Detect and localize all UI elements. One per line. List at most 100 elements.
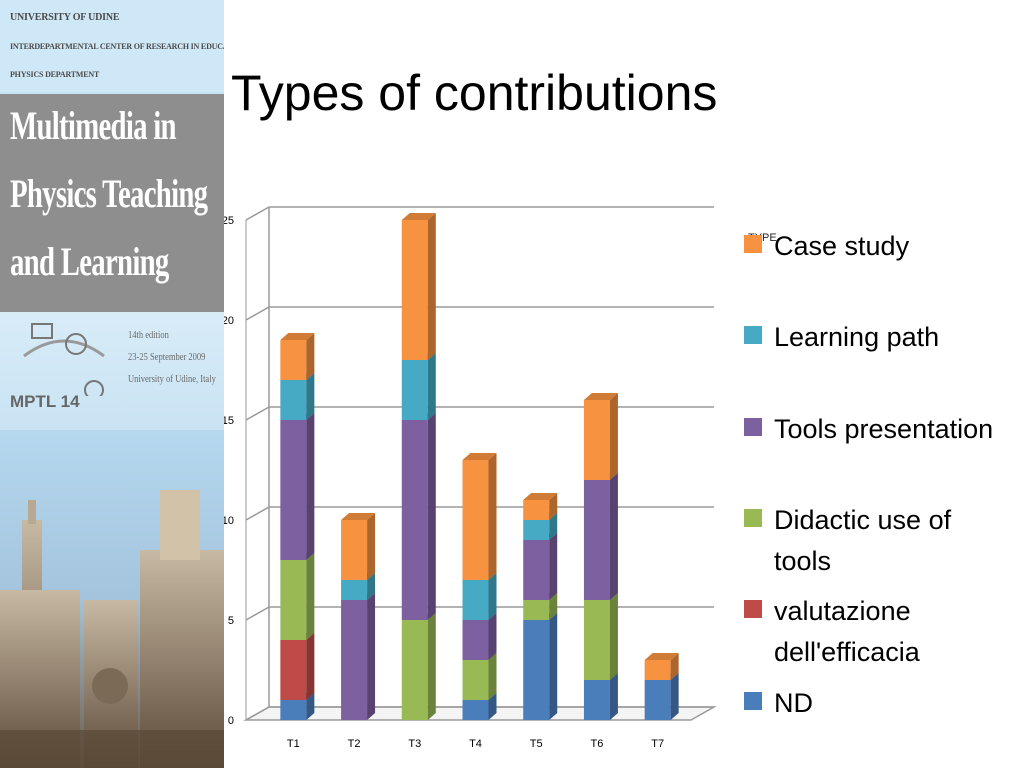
mptl-logo-text: MPTL 14	[10, 392, 80, 411]
chart-bars	[280, 213, 679, 720]
bar-side	[367, 513, 376, 580]
bar-front	[523, 600, 550, 620]
bar-segment	[401, 213, 436, 360]
legend-label-nd: ND	[774, 688, 813, 718]
bar-side	[609, 593, 618, 680]
bar-side	[549, 613, 558, 720]
conference-title-line-2: Physics Teaching	[10, 171, 208, 216]
bar-segment	[583, 593, 618, 680]
gridline-side	[245, 706, 270, 721]
x-tick-label: T2	[348, 738, 361, 750]
bar-side	[427, 213, 436, 360]
legend-swatch-nd	[744, 692, 762, 710]
bar-front	[280, 340, 307, 380]
bar-top	[644, 653, 679, 660]
legend-label-tools-presentation: Tools presentation	[774, 414, 994, 444]
bar-front	[341, 600, 368, 720]
bar-side	[488, 453, 497, 580]
bar-front	[644, 660, 671, 680]
legend-label-didactic-use: Didactic use of tools	[774, 505, 952, 576]
slide-title: Types of contributions	[231, 65, 718, 121]
bar-side	[670, 673, 679, 720]
bar-segment	[280, 333, 315, 380]
bar-front	[523, 620, 550, 720]
bar-side	[488, 613, 497, 660]
bar-front	[280, 380, 307, 420]
legend-swatch-valutazione	[744, 600, 762, 618]
bar-segment	[401, 353, 436, 420]
bar-side	[306, 333, 315, 380]
conference-logo-icon	[23, 323, 105, 396]
bar-side	[427, 413, 436, 620]
bar-segment	[523, 533, 558, 600]
bar-side	[306, 693, 315, 720]
gridline-side	[245, 306, 270, 321]
bar-side	[367, 573, 376, 600]
stacked-column-chart: 0 5 10 15 20 25 T1 T2 T3 T4 T5 T6 T7	[224, 206, 717, 750]
bar-side	[427, 353, 436, 420]
bar-side	[306, 553, 315, 640]
bar-segment	[280, 373, 315, 420]
y-tick-label: 20	[224, 315, 234, 327]
bar-front	[523, 500, 550, 520]
y-tick-label: 5	[228, 615, 234, 627]
bar-front	[462, 460, 489, 580]
bar-front	[280, 640, 307, 700]
bar-front	[401, 620, 428, 720]
bar-front	[583, 400, 610, 480]
bar-segment	[583, 393, 618, 480]
bar-segment	[523, 613, 558, 720]
bar-side	[367, 593, 376, 720]
legend-item-valutazione: valutazione dell'efficacia	[744, 591, 994, 673]
university-name: UNIVERSITY OF UDINE	[10, 12, 120, 23]
legend-item-learning-path: Learning path	[744, 317, 994, 358]
bar-side	[488, 573, 497, 620]
x-tick-label: T1	[287, 738, 300, 750]
bar-side	[549, 593, 558, 620]
bar-segment	[462, 653, 497, 700]
bar-front	[401, 220, 428, 360]
y-tick-label: 0	[228, 715, 234, 727]
bar-front	[280, 420, 307, 560]
bar-front	[644, 680, 671, 720]
bar-front	[280, 560, 307, 640]
legend-swatch-learning-path	[744, 326, 762, 344]
bar-side	[609, 673, 618, 720]
bar-front	[583, 600, 610, 680]
bar-segment	[401, 613, 436, 720]
edition-label: 14th edition	[128, 330, 169, 341]
legend-item-tools-presentation: Tools presentation	[744, 409, 994, 450]
x-tick-label: T3	[408, 738, 421, 750]
bar-front	[462, 580, 489, 620]
bar-front	[462, 620, 489, 660]
bar-side	[306, 373, 315, 420]
bar-segment	[462, 453, 497, 580]
bar-segment	[523, 493, 558, 520]
bar-top	[523, 493, 558, 500]
bar-segment	[280, 633, 315, 700]
legend-swatch-tools-presentation	[744, 418, 762, 436]
center-name: INTERDEPARTMENTAL CENTER OF RESEARCH IN …	[10, 42, 224, 51]
conference-logo-area: 14th edition 23-25 September 2009 Univer…	[0, 312, 224, 430]
bar-side	[306, 413, 315, 560]
bar-front	[341, 580, 368, 600]
legend-item-nd: ND	[744, 683, 994, 724]
department-name: PHYSICS DEPARTMENT	[10, 70, 100, 79]
conference-venue: University of Udine, Italy	[128, 374, 216, 385]
bar-segment	[341, 513, 376, 580]
conference-title-band: Multimedia in Physics Teaching and Learn…	[0, 94, 224, 312]
legend-label-valutazione: valutazione dell'efficacia	[774, 596, 920, 667]
conference-title-line-3: and Learning	[10, 239, 169, 284]
x-tick-label: T6	[591, 738, 604, 750]
x-tick-label: T7	[651, 738, 664, 750]
bar-side	[306, 633, 315, 700]
conference-dates: 23-25 September 2009	[128, 352, 206, 363]
legend-swatch-didactic-use	[744, 509, 762, 527]
bar-top	[280, 333, 315, 340]
bar-front	[462, 700, 489, 720]
x-axis-labels: T1 T2 T3 T4 T5 T6 T7	[287, 738, 664, 750]
bar-side	[549, 533, 558, 600]
x-tick-label: T5	[530, 738, 543, 750]
bar-segment	[462, 613, 497, 660]
bar-side	[488, 693, 497, 720]
